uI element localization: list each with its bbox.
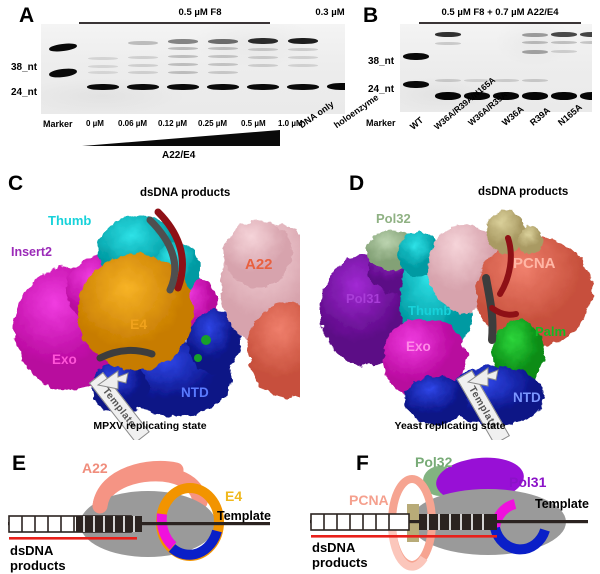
panel-c: C bbox=[0, 172, 300, 440]
label-thumb-d: Thumb bbox=[408, 303, 452, 318]
label-pol32-f: Pol32 bbox=[415, 454, 453, 470]
panel-a: A 0.5 µM F8 0.3 µM bbox=[0, 0, 380, 170]
template-arrow-d bbox=[466, 367, 499, 387]
label-ntd-d: NTD bbox=[513, 390, 541, 405]
label-pcna-f: PCNA bbox=[349, 492, 389, 508]
panel-b-letter: B bbox=[363, 4, 379, 27]
label-e4-e: E4 bbox=[225, 488, 243, 504]
panel-a-header-rule bbox=[79, 22, 270, 24]
label-products-f: products bbox=[312, 555, 368, 570]
lane-label-05um: 0.5 µM bbox=[241, 119, 266, 128]
panel-f: F bbox=[300, 440, 600, 574]
label-exo-d: Exo bbox=[406, 339, 431, 354]
label-products-e: products bbox=[10, 558, 66, 573]
gel-lane-wt bbox=[435, 24, 461, 112]
label-a22-c: A22 bbox=[245, 256, 273, 273]
panel-f-letter: F bbox=[356, 452, 369, 475]
marker-label-38nt-b: 38_nt bbox=[368, 56, 395, 67]
panel-b-header-main: 0.5 µM F8 + 0.7 µM A22/E4 bbox=[441, 7, 559, 18]
label-dsdna-e: dsDNA bbox=[10, 543, 54, 558]
gel-lane-10um bbox=[287, 24, 319, 114]
gel-lane-r39a bbox=[551, 24, 577, 112]
lane-label-0um: 0 µM bbox=[86, 119, 104, 128]
label-exo-c: Exo bbox=[52, 352, 77, 367]
gel-lane-025um bbox=[207, 24, 239, 114]
label-pcna-d: PCNA bbox=[513, 255, 556, 272]
lane-label-012um: 0.12 µM bbox=[158, 119, 188, 128]
panel-d-letter: D bbox=[349, 172, 365, 195]
gel-lane-0um bbox=[87, 24, 119, 114]
panel-a-header-right: 0.3 µM bbox=[315, 7, 345, 18]
panel-e-letter: E bbox=[12, 452, 27, 475]
label-thumb-c: Thumb bbox=[48, 213, 92, 228]
lane-label-marker-b: Marker bbox=[366, 118, 396, 128]
panel-a-gel bbox=[41, 24, 345, 114]
panel-c-letter: C bbox=[8, 172, 24, 195]
label-pol31-f: Pol31 bbox=[509, 474, 547, 490]
lane-label-025um: 0.25 µM bbox=[198, 119, 228, 128]
panel-a-gradient-caption: A22/E4 bbox=[162, 150, 196, 161]
panel-f-schematic bbox=[310, 457, 588, 571]
template-arrow-c bbox=[96, 370, 129, 390]
panel-b: B 0.5 µM F8 + 0.7 µM A22/E4 bbox=[360, 0, 600, 170]
label-pol31-d: Pol31 bbox=[346, 291, 381, 306]
panel-d-structure bbox=[320, 210, 592, 426]
marker-label-24nt-a: 24_nt bbox=[11, 87, 38, 98]
dsdna-ladder-f bbox=[310, 513, 497, 531]
gel-lane-dna-only bbox=[327, 24, 345, 114]
gel-lane-w36a-r39a bbox=[493, 24, 519, 112]
marker-label-38nt-a: 38_nt bbox=[11, 62, 38, 73]
panel-d: D bbox=[300, 172, 600, 440]
label-dsdna-products-d: dsDNA products bbox=[478, 186, 569, 198]
panel-a-letter: A bbox=[19, 4, 35, 27]
panel-c-caption: MPXV replicating state bbox=[93, 420, 207, 432]
label-dsdna-products-c: dsDNA products bbox=[140, 187, 231, 199]
panel-e: E bbox=[0, 440, 300, 574]
label-a22-e: A22 bbox=[82, 460, 108, 476]
lane-label-marker-a: Marker bbox=[43, 119, 73, 129]
label-insert2-c: Insert2 bbox=[11, 245, 52, 259]
marker-label-24nt-b: 24_nt bbox=[368, 84, 395, 95]
gel-lane-n165a bbox=[580, 24, 592, 112]
gel-lane-marker-a bbox=[47, 24, 79, 114]
dsdna-ladder-e bbox=[8, 515, 142, 533]
gel-lane-w36a-r39a-n165a bbox=[464, 24, 490, 112]
panel-b-gel bbox=[400, 24, 592, 112]
label-template-f: Template bbox=[535, 497, 589, 511]
panel-c-structure bbox=[14, 208, 300, 416]
panel-d-caption: Yeast replicating state bbox=[394, 420, 506, 432]
label-pol32-d: Pol32 bbox=[376, 211, 411, 226]
panel-e-schematic bbox=[8, 460, 270, 561]
gel-lane-012um bbox=[167, 24, 199, 114]
lane-label-006um: 0.06 µM bbox=[118, 119, 148, 128]
gel-lane-05um bbox=[247, 24, 279, 114]
gel-lane-006um bbox=[127, 24, 159, 114]
label-e4-c: E4 bbox=[130, 316, 148, 332]
label-palm-d: Palm bbox=[535, 324, 567, 339]
gel-lane-marker-b bbox=[403, 24, 429, 112]
panel-a-header-main: 0.5 µM F8 bbox=[178, 7, 222, 18]
label-ntd-c: NTD bbox=[181, 385, 209, 400]
panel-b-header-rule bbox=[419, 22, 581, 24]
lane-label-wt: WT bbox=[408, 115, 426, 132]
label-dsdna-f: dsDNA bbox=[312, 540, 356, 555]
titration-wedge-a bbox=[82, 130, 280, 146]
label-template-e: Template bbox=[217, 509, 271, 523]
gel-lane-w36a bbox=[522, 24, 548, 112]
lane-label-10um: 1.0 µM bbox=[278, 119, 303, 128]
